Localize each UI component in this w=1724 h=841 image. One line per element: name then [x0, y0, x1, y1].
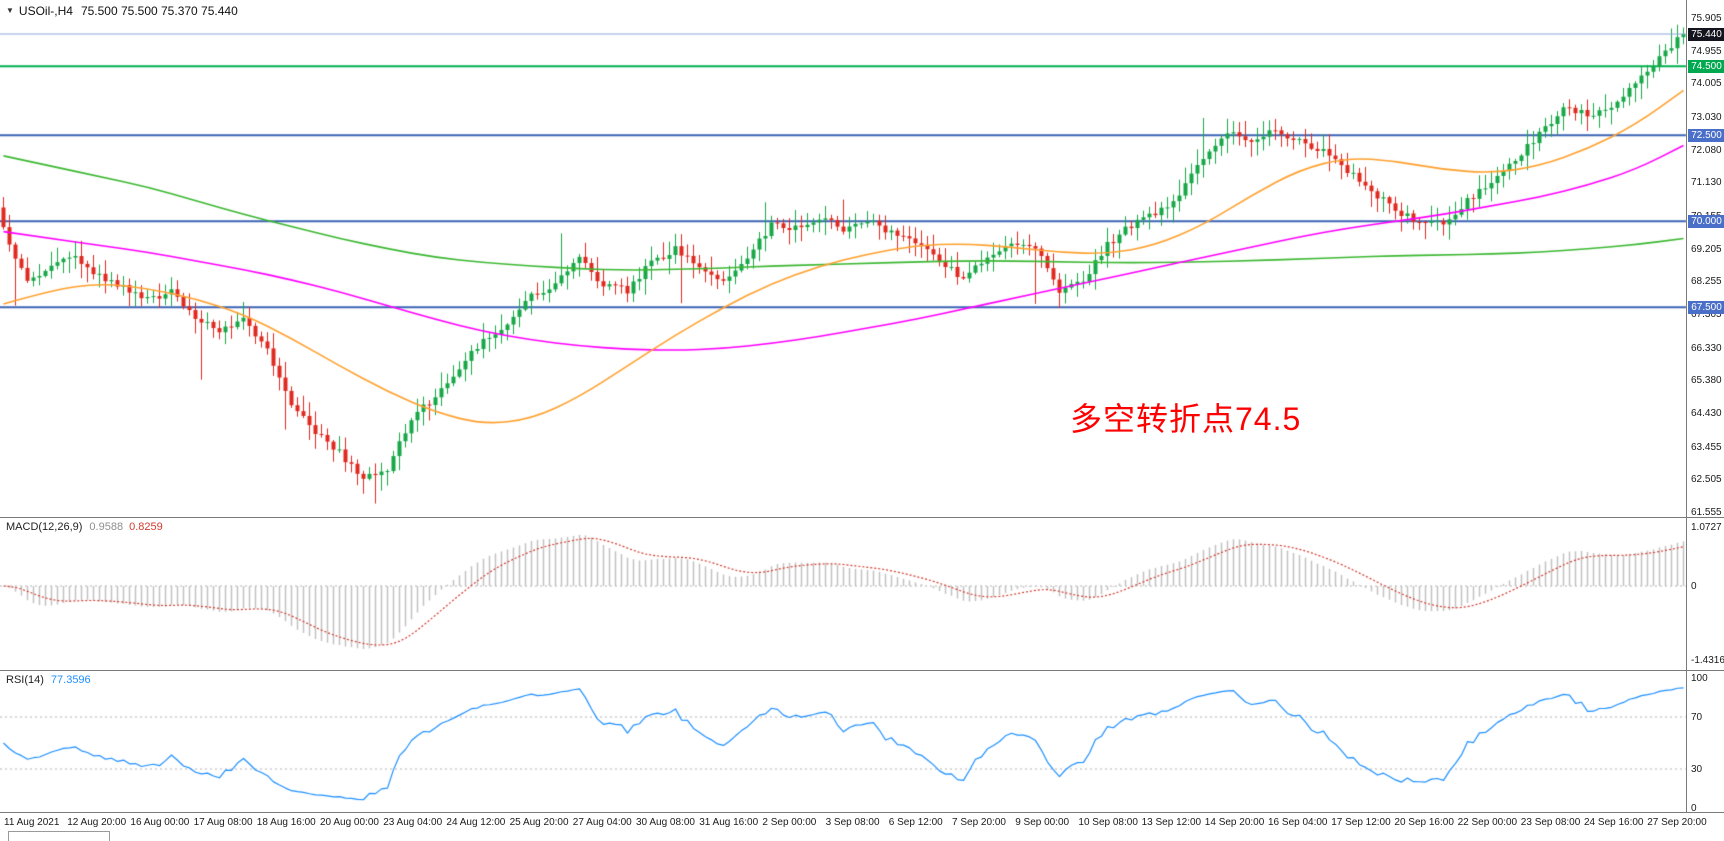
time-axis-label: 31 Aug 16:00 [699, 817, 759, 828]
time-axis-label: 11 Aug 2021 [4, 817, 60, 828]
rsi-indicator-label: RSI(14) 77.3596 [6, 674, 91, 686]
rsi-name: RSI(14) [6, 674, 44, 686]
symbol-dropdown-icon[interactable]: ▼ [6, 6, 14, 15]
price-axis[interactable]: 75.90574.95574.00573.03072.08071.13070.1… [1686, 0, 1724, 814]
time-axis-label: 6 Sep 12:00 [888, 817, 943, 828]
price-axis-label: 65.380 [1691, 375, 1722, 387]
price-axis-label: 63.455 [1691, 441, 1722, 453]
time-axis-label: 20 Sep 16:00 [1394, 817, 1454, 828]
time-axis-label: 2 Sep 00:00 [762, 817, 817, 828]
time-axis-label: 3 Sep 08:00 [825, 817, 880, 828]
time-axis-label: 27 Aug 04:00 [572, 817, 632, 828]
rsi-value: 77.3596 [50, 674, 91, 686]
price-axis-label: 61.555 [1691, 507, 1722, 518]
price-axis-label: 66.330 [1691, 342, 1722, 354]
symbol-label: USOil-,H4 [18, 4, 73, 18]
price-axis-label: 74.005 [1691, 78, 1722, 90]
time-axis-label: 12 Aug 20:00 [67, 817, 127, 828]
time-axis-label: 7 Sep 20:00 [952, 817, 1006, 828]
time-axis-label: 30 Aug 08:00 [636, 817, 695, 828]
price-axis-label: 73.030 [1691, 111, 1722, 123]
time-axis[interactable]: 11 Aug 2021 12 Aug 20:00 16 Aug 00:00 17 Au… [0, 812, 1724, 834]
price-axis-label: 68.255 [1691, 276, 1722, 288]
price-level-badge: 67.500 [1688, 301, 1724, 315]
time-axis-label: 27 Sep 20:00 [1647, 817, 1707, 828]
time-axis-label: 16 Sep 04:00 [1268, 817, 1328, 828]
price-axis-label: 64.430 [1691, 408, 1722, 420]
macd-axis-label: 1.0727 [1691, 522, 1722, 533]
macd-value: 0.9588 [89, 521, 124, 533]
time-axis-label: 17 Sep 12:00 [1331, 817, 1391, 828]
pane-separator-rsi[interactable] [0, 670, 1724, 671]
price-level-badge: 72.500 [1688, 129, 1724, 143]
time-axis-label: 16 Aug 00:00 [130, 817, 190, 828]
price-level-badge: 74.500 [1688, 60, 1724, 74]
pane-separator-time [0, 812, 1724, 813]
rsi-axis-label: 0 [1691, 803, 1697, 814]
rsi-axis-label: 100 [1691, 673, 1708, 684]
time-axis-label: 10 Sep 08:00 [1078, 817, 1138, 828]
rsi-axis-label: 30 [1691, 764, 1703, 775]
price-axis-label: 74.955 [1691, 45, 1722, 57]
time-axis-label: 23 Sep 08:00 [1520, 817, 1581, 828]
time-axis-label: 18 Aug 16:00 [256, 817, 316, 828]
chart-text-annotation[interactable]: 多空转折点74.5 [1070, 401, 1302, 437]
macd-indicator-label: MACD(12,26,9) 0.9588 0.8259 [6, 521, 163, 533]
bottom-left-box [8, 831, 110, 841]
macd-axis-label: 0 [1691, 581, 1697, 592]
macd-axis-label: -1.4316 [1691, 655, 1724, 666]
pane-separator-macd[interactable] [0, 517, 1724, 518]
time-axis-label: 24 Sep 16:00 [1584, 817, 1644, 828]
price-level-badge: 75.440 [1688, 28, 1724, 41]
time-axis-label: 25 Aug 20:00 [509, 817, 569, 828]
macd-name: MACD(12,26,9) [6, 521, 83, 533]
time-axis-label: 13 Sep 12:00 [1141, 817, 1202, 828]
time-axis-label: 22 Sep 00:00 [1457, 817, 1518, 828]
time-axis-label: 17 Aug 08:00 [193, 817, 253, 828]
ohlc-values: 75.500 75.500 75.370 75.440 [80, 4, 238, 18]
macd-signal-value: 0.8259 [129, 521, 163, 533]
price-axis-label: 72.080 [1691, 144, 1722, 156]
price-axis-label: 69.205 [1691, 243, 1722, 255]
price-level-badge: 70.000 [1688, 215, 1724, 229]
time-axis-label: 9 Sep 00:00 [1015, 817, 1070, 828]
time-axis-label: 23 Aug 04:00 [383, 817, 443, 828]
time-axis-label: 14 Sep 20:00 [1204, 817, 1265, 828]
rsi-axis-label: 70 [1691, 712, 1703, 723]
time-axis-label: 20 Aug 00:00 [320, 817, 379, 828]
price-axis-label: 71.130 [1691, 177, 1722, 189]
time-axis-label: 24 Aug 12:00 [446, 817, 506, 828]
chart-title: ▼ USOil-,H4 75.500 75.500 75.370 75.440 [6, 4, 238, 18]
price-axis-label: 67.305 [1691, 309, 1722, 321]
price-axis-label: 62.505 [1691, 474, 1722, 486]
price-axis-label: 75.905 [1691, 13, 1722, 24]
